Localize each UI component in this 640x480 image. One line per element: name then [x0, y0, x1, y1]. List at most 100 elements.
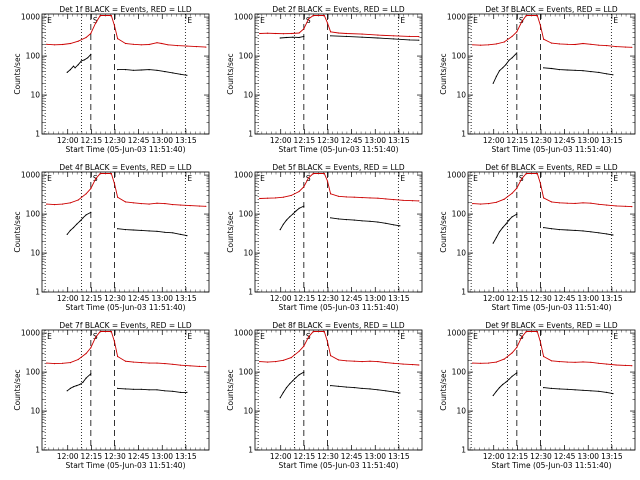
data-point-events	[590, 71, 592, 73]
data-point-lld	[54, 363, 56, 365]
x-tick-label: 13:00	[151, 136, 173, 145]
marker-label: E	[613, 332, 618, 341]
data-point-events	[399, 392, 401, 394]
data-point-lld	[598, 203, 600, 205]
data-point-events	[508, 378, 510, 380]
data-point-events	[377, 389, 379, 391]
data-point-lld	[353, 360, 355, 362]
data-point-events	[502, 67, 504, 69]
data-point-lld	[113, 341, 116, 343]
data-point-events	[612, 393, 614, 395]
series-line-events	[279, 205, 400, 230]
data-point-events	[74, 67, 76, 69]
data-point-events	[511, 57, 513, 59]
data-point-lld	[77, 199, 79, 201]
data-point-lld	[85, 352, 87, 355]
panel-title: Det 3f BLACK = Events, RED = LLD	[485, 5, 618, 14]
data-point-events	[558, 69, 561, 71]
data-point-lld	[418, 36, 420, 38]
data-point-events	[508, 219, 510, 221]
x-tick-label: 12:00	[270, 452, 292, 461]
data-point-lld	[574, 202, 576, 204]
marker-label: S	[93, 332, 98, 341]
marker-label: E	[260, 16, 265, 25]
x-tick-label: 12:15	[294, 452, 316, 461]
data-point-events	[582, 70, 584, 72]
y-tick-label: 10	[456, 91, 466, 100]
data-point-lld	[480, 362, 482, 364]
data-point-lld	[274, 361, 277, 363]
data-point-lld	[180, 204, 182, 206]
data-point-events	[180, 73, 182, 75]
data-point-events	[582, 230, 584, 232]
data-point-events	[495, 75, 497, 77]
data-point-events	[574, 69, 576, 71]
data-point-events	[79, 383, 81, 386]
data-point-events	[282, 391, 284, 393]
data-point-lld	[326, 341, 329, 343]
x-tick-label: 12:00	[57, 294, 79, 303]
data-point-events	[148, 69, 150, 71]
data-point-lld	[186, 45, 188, 47]
data-point-lld	[164, 363, 166, 365]
x-tick-label: 13:15	[601, 294, 623, 303]
data-point-lld	[198, 365, 201, 367]
data-point-lld	[172, 204, 174, 206]
data-point-lld	[624, 364, 627, 366]
data-point-lld	[330, 193, 332, 195]
data-point-events	[399, 225, 401, 227]
data-point-events	[511, 375, 513, 377]
y-axis-label: Counts/sec	[226, 53, 235, 94]
marker-label: E	[400, 16, 405, 25]
y-tick-label: 10	[243, 249, 253, 258]
data-point-lld	[132, 43, 134, 45]
data-point-events	[80, 60, 82, 62]
data-point-events	[606, 233, 608, 235]
data-point-lld	[312, 172, 314, 175]
data-point-events	[492, 242, 494, 244]
x-axis-label: Start Time (05-Jun-03 11:51:40)	[279, 303, 399, 312]
panel-title: Det 8f BLACK = Events, RED = LLD	[272, 321, 405, 330]
data-point-lld	[487, 44, 490, 46]
data-point-events	[345, 386, 347, 388]
data-point-events	[298, 374, 300, 376]
data-point-lld	[54, 44, 56, 46]
data-point-events	[505, 64, 507, 66]
data-point-lld	[61, 43, 64, 46]
data-point-lld	[558, 43, 561, 45]
data-point-events	[498, 387, 501, 389]
data-point-events	[117, 387, 119, 389]
data-point-lld	[503, 198, 505, 200]
data-point-lld	[323, 330, 325, 333]
data-point-lld	[290, 357, 292, 359]
data-point-events	[516, 213, 518, 215]
data-point-events	[418, 39, 420, 41]
data-point-events	[558, 229, 561, 231]
x-axis-label: Start Time (05-Jun-03 11:51:40)	[492, 461, 612, 470]
data-point-events	[303, 205, 305, 207]
data-point-lld	[543, 197, 545, 199]
data-point-events	[495, 236, 497, 239]
data-point-lld	[516, 187, 518, 189]
data-point-lld	[487, 203, 490, 205]
data-point-lld	[303, 28, 305, 30]
chart-panel-9: Det 9f BLACK = Events, RED = LLD 1 10 100 10…	[439, 321, 636, 470]
data-point-lld	[156, 202, 158, 204]
marker-label: E	[260, 332, 265, 341]
data-point-events	[508, 59, 510, 61]
plot-frame	[467, 13, 636, 135]
data-point-lld	[308, 177, 310, 179]
data-point-events	[79, 220, 81, 222]
marker-label: E	[47, 16, 52, 25]
data-point-lld	[516, 346, 518, 348]
data-point-events	[148, 230, 150, 232]
data-point-lld	[615, 46, 617, 48]
data-point-events	[292, 213, 294, 215]
panel-title: Det 2f BLACK = Events, RED = LLD	[272, 5, 405, 14]
data-point-lld	[95, 178, 97, 180]
data-point-lld	[198, 205, 201, 207]
data-point-events	[295, 210, 297, 212]
data-point-lld	[46, 203, 48, 205]
data-point-events	[82, 381, 84, 383]
